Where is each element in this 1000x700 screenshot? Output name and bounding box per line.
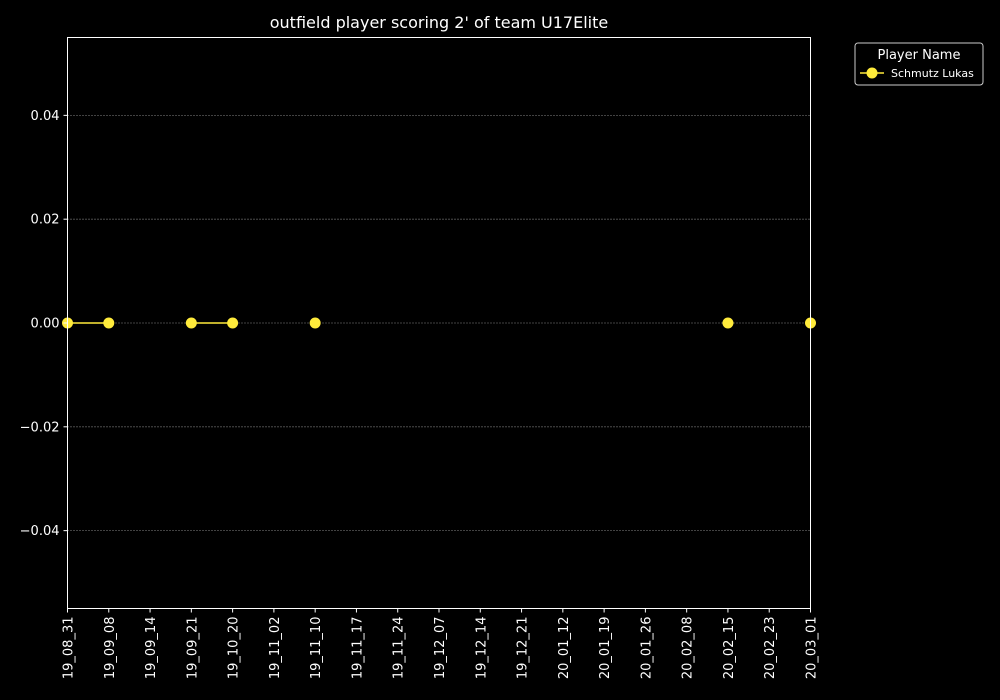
- x-tick-label: 19_12_07: [433, 617, 448, 680]
- x-tick-label: 20_01_26: [639, 617, 654, 680]
- x-tick-label: 19_09_14: [144, 617, 159, 680]
- series-layer: [62, 317, 816, 329]
- x-tick-label: 19_09_08: [103, 617, 118, 680]
- x-tick-label: 19_09_21: [185, 617, 200, 680]
- x-tick-label: 19_11_24: [392, 617, 407, 680]
- legend-series-label: Schmutz Lukas: [891, 67, 974, 80]
- data-point: [185, 317, 197, 329]
- x-tick-label: 20_02_15: [722, 617, 737, 680]
- x-tick-label: 19_12_14: [474, 617, 489, 680]
- grid: [67, 114, 811, 532]
- x-tick-label: 19_08_31: [62, 617, 77, 680]
- y-tick-label: 0.02: [31, 213, 60, 228]
- x-tick-label: 20_01_19: [598, 617, 613, 680]
- legend: Player Name Schmutz Lukas: [854, 42, 984, 86]
- y-tick-label: 0.04: [31, 109, 60, 124]
- legend-point-marker: [866, 67, 878, 79]
- x-tick-label: 19_11_17: [350, 617, 365, 680]
- data-point: [227, 317, 239, 329]
- x-tick-label: 20_03_01: [805, 617, 820, 680]
- data-point: [309, 317, 321, 329]
- x-tick-label: 20_01_12: [557, 617, 572, 680]
- x-tick-label: 20_02_23: [763, 617, 778, 680]
- x-tick-label: 19_11_10: [309, 617, 324, 680]
- x-tick-label: 19_11_02: [268, 617, 283, 680]
- legend-title: Player Name: [878, 48, 961, 63]
- legend-box: [854, 42, 984, 86]
- data-point: [103, 317, 115, 329]
- y-axis: −0.04 −0.02 0.00 0.02 0.04: [20, 109, 68, 539]
- chart-title: outfield player scoring 2' of team U17El…: [270, 13, 608, 32]
- y-tick-label: −0.04: [20, 524, 60, 539]
- x-axis: 19_08_31 19_09_08 19_09_14 19_09_21 19_10_20…: [62, 608, 820, 680]
- y-tick-label: −0.02: [20, 420, 60, 435]
- x-tick-label: 19_10_20: [227, 617, 242, 680]
- x-tick-label: 20_02_08: [681, 617, 696, 680]
- x-tick-label: 19_12_21: [516, 617, 531, 680]
- data-point: [722, 317, 734, 329]
- y-tick-label: 0.00: [31, 317, 60, 332]
